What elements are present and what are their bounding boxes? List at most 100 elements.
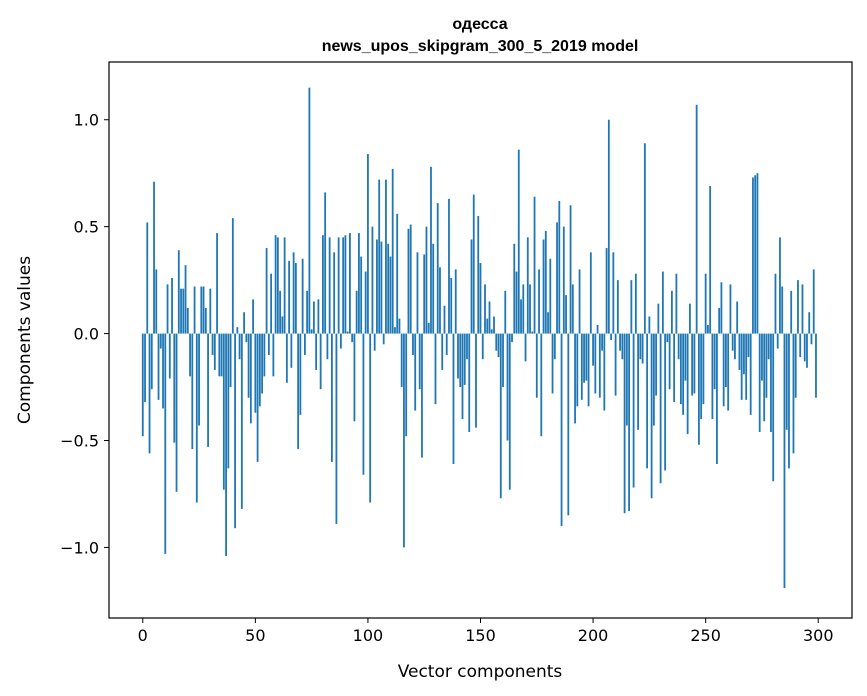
bar [558,201,561,334]
bar [243,312,245,334]
bar [403,333,405,548]
bar [229,333,232,388]
bar [574,333,576,424]
bar [589,252,592,334]
y-tick-label: 0.5 [74,218,99,237]
bar [463,333,466,385]
bar [461,333,464,420]
bar [445,333,448,355]
bar [475,333,477,428]
bar [276,237,279,334]
bar [186,307,189,334]
bar [610,333,612,340]
bar [481,333,484,360]
bar [810,333,813,345]
bar [747,333,750,358]
bar [306,290,309,334]
bar [180,288,182,334]
bar [256,333,259,462]
bar [720,282,723,334]
bar [418,333,421,390]
bar [571,284,574,334]
y-axis-label: Components values [15,256,35,424]
y-tick-label: −1.0 [60,538,99,557]
bar [380,241,383,334]
bar [450,277,453,334]
bar [200,286,203,334]
bar [544,230,547,334]
bar [806,333,808,368]
bar [524,333,527,362]
bar [538,269,540,334]
bar [261,333,264,394]
bar [614,333,617,396]
bar [736,301,739,334]
bar [643,143,646,334]
bar [387,243,390,334]
bar [515,271,518,334]
bar [168,333,171,379]
bar [457,333,459,379]
bar [542,239,545,334]
bar [758,333,761,432]
bar [682,333,685,415]
bar [211,333,214,355]
bar [585,333,588,381]
bar [684,333,687,381]
bar [258,333,261,407]
bar [556,222,558,334]
bar [294,263,297,334]
bar [648,316,651,334]
bar [423,254,426,334]
bar [351,333,354,343]
bar [285,333,288,383]
bar [369,333,372,503]
x-tick-label: 100 [353,626,384,645]
bar [274,235,277,334]
bar [547,312,549,334]
bar [240,333,243,509]
bar [562,226,565,334]
bar [265,248,268,334]
bar [389,256,392,334]
bar [495,333,498,351]
bar [700,333,703,420]
bar [378,179,381,334]
bar [603,333,606,411]
bar [679,333,682,405]
bar [632,333,635,488]
bar [283,237,286,334]
bar [321,235,324,334]
bar [373,333,376,351]
bar [166,284,169,334]
bar [779,237,781,334]
bar [761,333,763,381]
bar [234,333,236,529]
bar [533,196,536,334]
bar [371,226,374,334]
bar [792,333,795,454]
bar [247,333,250,398]
bar [709,186,712,334]
bar [718,307,721,334]
bar [659,333,662,484]
bar [407,228,410,334]
bar [330,333,333,462]
bar [421,333,423,458]
bar [707,325,709,334]
bar [245,333,248,343]
x-tick-label: 150 [465,626,496,645]
bar [592,333,594,366]
bar [346,331,349,334]
bar [204,307,207,334]
bar [625,333,628,426]
bar [745,333,748,400]
bar [146,222,149,334]
bar [619,333,621,351]
bar [164,333,167,554]
bar [686,333,689,435]
bar [436,203,439,334]
bar [740,333,743,400]
bar [596,325,599,334]
bar [531,331,534,334]
